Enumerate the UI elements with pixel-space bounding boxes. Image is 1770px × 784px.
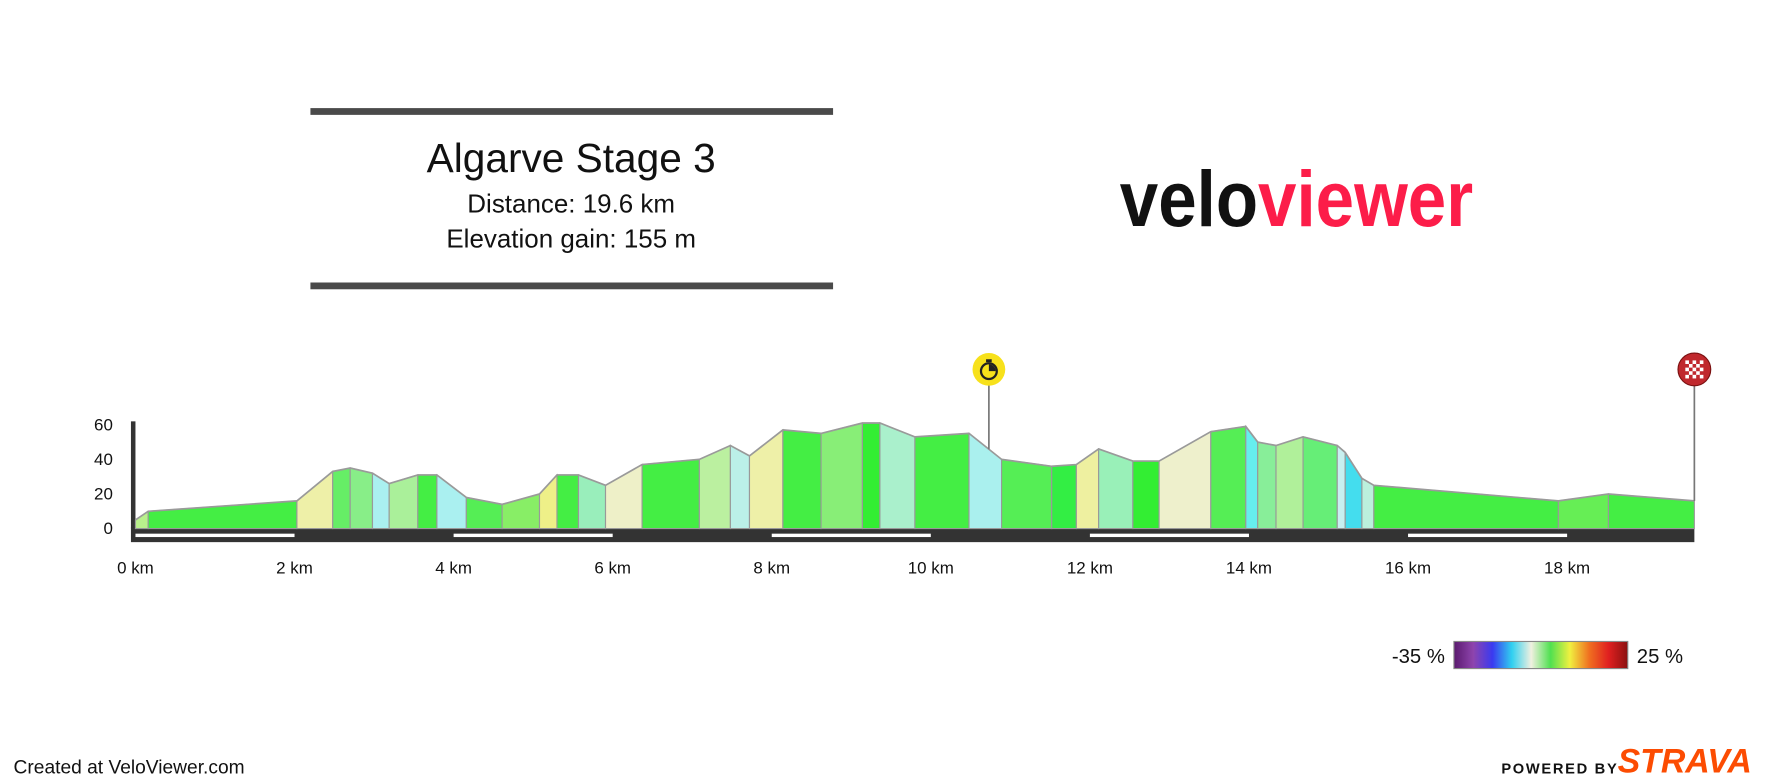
y-tick-label: 40 [94,450,113,469]
profile-segment [349,467,374,530]
gradient-scale [1453,640,1629,670]
elevation-gain: Elevation gain: 155 m [446,224,696,254]
axis-stripe [1089,533,1249,538]
profile-segment [1373,484,1559,530]
profile-segment [782,429,822,530]
marker-glyph [986,359,992,363]
marker-glyph [988,364,996,372]
y-tick-label: 0 [103,519,112,538]
profile-segment [134,510,149,530]
profile-segment [1245,424,1259,530]
profile-segment [641,458,700,530]
profile-segment [1051,463,1077,530]
profile-segment [1098,448,1134,530]
logo-part: velo [1120,154,1258,243]
marker-glyph [1699,367,1704,372]
credit: Created at VeloViewer.com [14,758,245,779]
profile-segment [914,432,970,530]
marker-glyph [1685,374,1689,379]
brand: STRAVA [1618,742,1752,780]
profile-segment [556,474,580,530]
profile-segment [879,422,916,530]
marker-glyph [979,362,998,381]
profile-line [134,422,1695,521]
y-tick-label: 60 [94,415,113,434]
x-tick-label: 6 km [594,559,631,578]
scale-max-label: 25 % [1637,646,1683,668]
profile-segment [1302,436,1338,530]
profile-segment [729,444,751,530]
distance: Distance: 19.6 km [467,189,675,219]
profile-segment [968,432,1003,530]
profile-segment [1075,447,1100,530]
profile-segment [465,496,503,530]
marker-glyph [1699,374,1704,379]
profile-segment [147,500,298,530]
profile-segment [1210,425,1247,530]
profile-segment [417,474,438,530]
profile-segment [820,422,863,530]
marker-glyph [1692,360,1697,365]
powered-by: POWERED BY [1501,762,1618,778]
profile-segment [296,470,334,530]
logo-part: viewer [1258,154,1473,243]
axis-stripe [1408,533,1568,538]
profile-segment [1275,436,1304,530]
x-tick-label: 4 km [435,559,472,578]
axis-stripe [771,533,931,538]
x-tick-label: 14 km [1226,559,1272,578]
marker-glyph [1688,371,1693,375]
marker-glyph [1696,371,1700,375]
marker-icon [972,353,1006,386]
x-tick-label: 0 km [117,559,154,578]
profile-segment [332,467,351,530]
marker-icon [1677,352,1712,387]
x-tick-label: 10 km [908,559,954,578]
marker-glyph [1685,360,1689,365]
profile-segment [748,428,784,530]
logo: veloviewer [1120,154,1473,243]
marker-glyph [1699,360,1704,365]
x-tick-label: 12 km [1067,559,1113,578]
marker-glyph [1688,364,1693,368]
title-rule [310,108,834,115]
profile-segment [861,422,881,530]
profile-segment [436,473,467,530]
axis-stripe [453,533,613,538]
marker-glyph [1692,374,1697,379]
profile-segment [1361,477,1375,530]
profile-segment [1336,444,1346,530]
axis-stripe [135,533,295,538]
profile-segment [538,473,558,530]
x-tick-label: 8 km [753,559,790,578]
x-tick-label: 16 km [1385,559,1431,578]
profile-segment [1132,460,1160,530]
marker-glyph [1692,367,1697,372]
y-tick-label: 20 [94,485,113,504]
title-rule [310,282,834,290]
profile-segment [1257,441,1277,530]
marker-glyph [1696,364,1700,368]
marker-glyph [1685,367,1689,372]
scale-min-label: -35 % [1392,646,1445,668]
x-tick-label: 2 km [276,559,313,578]
profile-segment [1001,458,1053,530]
chart-title: Algarve Stage 3 [427,135,716,181]
x-tick-label: 18 km [1544,559,1590,578]
y-axis [130,421,136,529]
